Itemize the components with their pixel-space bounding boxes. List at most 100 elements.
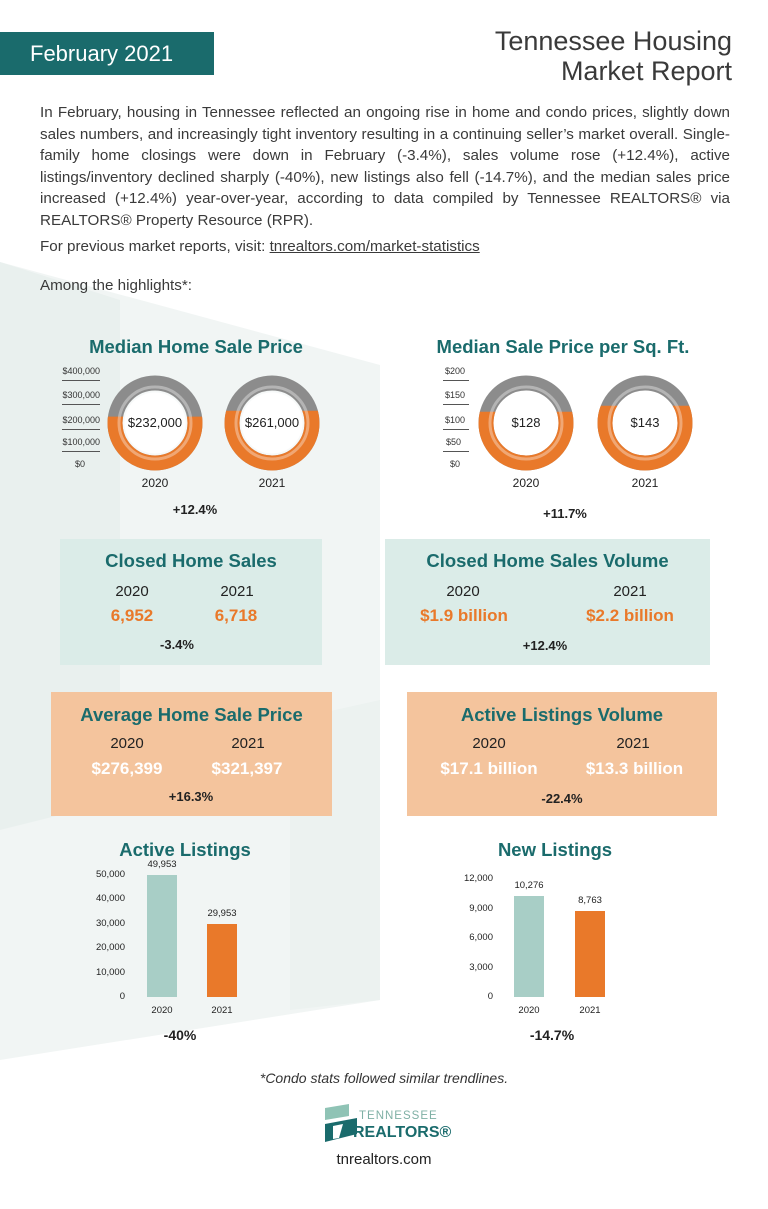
avg-price-value-2020: $276,399: [91, 759, 163, 778]
donut-fill: [224, 410, 320, 471]
new-listings-tick: 6,000: [469, 932, 493, 943]
new-listings-tick: 0: [487, 991, 493, 1002]
new-listings-tick: 9,000: [469, 902, 493, 914]
active-listings-tick: 20,000: [95, 942, 125, 954]
active-volume-year-2021: 2021: [616, 735, 650, 752]
avg-price-title: Average Home Sale Price: [80, 704, 303, 725]
new-listings-category-label: 2021: [579, 1005, 601, 1016]
active-volume-value-2021: $13.3 billion: [585, 759, 684, 778]
active-listings-bar-2020: [147, 875, 177, 997]
new-listings-bar-2020: [514, 895, 544, 997]
median-price-axis-line: [62, 451, 100, 452]
price-sqft-donut-2021: [597, 375, 693, 471]
previous-reports: For previous market reports, visit: tnre…: [40, 238, 480, 255]
median-price-value-2021: $261,000: [244, 415, 300, 430]
avg-price-year-2021: 2021: [231, 735, 265, 752]
tn-logo-icon: [325, 1104, 357, 1142]
price-sqft-axis-3: $50: [445, 437, 461, 447]
avg-price-change: +16.3%: [168, 789, 214, 804]
closed-sales-value-2021: 6,718: [214, 606, 258, 625]
new-listings-value-label: 8,763: [578, 894, 602, 906]
active-listings-tick: 10,000: [95, 966, 125, 978]
price-sqft-axis-1: $150: [444, 390, 465, 400]
closed-volume-box: Closed Home Sales Volume 2020 2021 $1.9 …: [385, 539, 710, 665]
median-price-axis-2: $200,000: [62, 415, 100, 425]
intro-paragraph: In February, housing in Tennessee reflec…: [40, 104, 730, 229]
donut-center: [494, 391, 558, 455]
website: tnrealtors.com: [336, 1151, 432, 1168]
price-sqft-donut-2020: [478, 375, 574, 471]
donut-center: [240, 391, 304, 455]
closed-volume-year-2021: 2021: [613, 583, 647, 600]
new-listings-change: -14.7%: [529, 1027, 575, 1043]
price-sqft-title: Median Sale Price per Sq. Ft.: [436, 336, 690, 357]
median-price-axis-1: $300,000: [62, 390, 100, 400]
price-sqft-axis-0: $200: [444, 366, 465, 376]
donut-center: [613, 391, 677, 455]
new-listings-bar-2021: [575, 910, 605, 997]
active-volume-change: -22.4%: [541, 791, 583, 806]
closed-sales-value-2020: 6,952: [110, 606, 154, 625]
median-price-axis-line: [62, 380, 100, 381]
new-listings-title: New Listings: [497, 839, 613, 860]
median-price-axis-4: $0: [74, 459, 85, 469]
closed-volume-title: Closed Home Sales Volume: [426, 550, 669, 571]
donut-fill: [478, 411, 574, 471]
active-listings-change: -40%: [163, 1027, 197, 1043]
price-sqft-axis-2: $100: [444, 415, 465, 425]
median-price-value-2020: $232,000: [127, 415, 183, 430]
median-price-change: +12.4%: [172, 502, 218, 517]
donut-rim: [117, 385, 193, 461]
median-price-axis-3: $100,000: [62, 437, 100, 447]
price-sqft-axis-line: [443, 451, 469, 452]
active-listings-tick: 30,000: [95, 917, 125, 929]
closed-sales-title: Closed Home Sales: [105, 550, 277, 571]
donut-rim: [234, 385, 310, 461]
active-listings-tick: 50,000: [95, 869, 125, 880]
closed-sales-year-2021: 2021: [220, 583, 254, 600]
median-price-year-2020: 2020: [141, 476, 169, 490]
closed-volume-value-2021: $2.2 billion: [586, 606, 674, 625]
highlights-label: Among the highlights*:: [40, 277, 192, 294]
closed-sales-box: Closed Home Sales 2020 2021 6,952 6,718 …: [60, 539, 322, 665]
new-listings-value-label: 10,276: [514, 879, 544, 891]
previous-reports-text: For previous market reports, visit:: [40, 238, 270, 255]
median-price-axis-0: $400,000: [62, 366, 100, 376]
price-sqft-value-2021: $143: [630, 415, 660, 430]
median-price-axis-line: [62, 429, 100, 430]
logo-line2: REALTORS®: [353, 1124, 452, 1141]
median-price-donut-2020: [107, 375, 203, 471]
closed-volume-year-2020: 2020: [446, 583, 480, 600]
active-listings-value-label: 49,953: [147, 859, 177, 871]
report-title-line2: Market Report: [560, 56, 732, 86]
tennessee-realtors-logo: TENNESSEE REALTORS®: [323, 1104, 453, 1146]
median-price-title: Median Home Sale Price: [89, 336, 303, 357]
donut-fill: [107, 416, 203, 471]
avg-price-value-2021: $321,397: [211, 759, 283, 778]
new-listings-tick: 3,000: [469, 961, 493, 973]
donut-rim: [607, 385, 683, 461]
active-volume-value-2020: $17.1 billion: [440, 759, 538, 778]
active-volume-year-2020: 2020: [472, 735, 506, 752]
median-price-donut-2021: [224, 375, 320, 471]
active-listings-title: Active Listings: [119, 839, 251, 860]
avg-price-year-2020: 2020: [110, 735, 144, 752]
active-listings-tick: 40,000: [95, 893, 125, 905]
active-listings-category-label: 2020: [151, 1005, 173, 1016]
price-sqft-axis-4: $0: [449, 459, 460, 469]
donut-fill: [597, 405, 693, 471]
active-listings-bar-2021: [207, 923, 237, 997]
closed-sales-year-2020: 2020: [115, 583, 149, 600]
market-statistics-link[interactable]: tnrealtors.com/market-statistics: [269, 238, 480, 255]
active-listings-category-label: 2021: [211, 1005, 233, 1016]
price-sqft-axis-line: [443, 380, 469, 381]
closed-volume-change: +12.4%: [522, 638, 568, 653]
active-volume-box: Active Listings Volume 2020 2021 $17.1 b…: [407, 692, 717, 816]
price-sqft-axis-line: [443, 404, 469, 405]
new-listings-category-label: 2020: [518, 1005, 540, 1016]
donut-center: [123, 391, 187, 455]
price-sqft-year-2021: 2021: [631, 476, 659, 490]
price-sqft-axis-line: [443, 429, 469, 430]
active-volume-title: Active Listings Volume: [460, 704, 664, 725]
active-listings-tick: 0: [119, 991, 125, 1002]
